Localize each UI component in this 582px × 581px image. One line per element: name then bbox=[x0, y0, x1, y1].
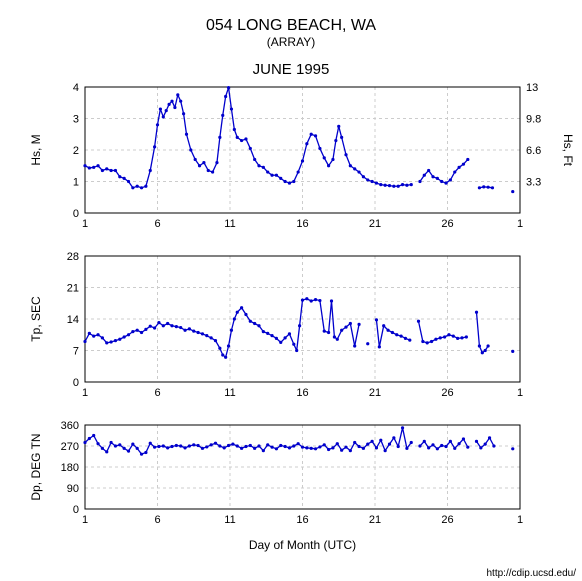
x-tick-label: 11 bbox=[224, 387, 235, 399]
x-tick-label: 26 bbox=[441, 218, 453, 230]
data-point bbox=[357, 323, 360, 326]
x-tick-label: 16 bbox=[296, 514, 308, 526]
data-point bbox=[492, 444, 495, 447]
data-segment bbox=[342, 137, 346, 154]
data-point bbox=[491, 186, 494, 189]
data-point bbox=[465, 335, 468, 338]
data-point bbox=[511, 190, 514, 193]
data-segment bbox=[187, 134, 191, 150]
data-segment bbox=[355, 324, 359, 346]
x-tick-label: 16 bbox=[296, 218, 308, 230]
data-point bbox=[466, 446, 469, 449]
y2-tick-label: 6.6 bbox=[526, 145, 541, 157]
data-point bbox=[511, 447, 514, 450]
y-tick-label: 2 bbox=[73, 145, 79, 157]
x-tick-label: 6 bbox=[154, 218, 160, 230]
data-segment bbox=[350, 324, 354, 347]
x-tick-label: 1 bbox=[82, 387, 88, 399]
data-segment bbox=[336, 126, 339, 140]
x-tick-label: 1 bbox=[517, 218, 523, 230]
x-tick-label: 16 bbox=[296, 387, 308, 399]
data-segment bbox=[229, 330, 232, 346]
data-segment bbox=[320, 301, 324, 332]
station-subtitle: (ARRAY) bbox=[267, 35, 315, 49]
data-point bbox=[487, 344, 490, 347]
data-segment bbox=[376, 320, 379, 347]
data-segment bbox=[346, 155, 350, 166]
data-segment bbox=[403, 428, 407, 449]
data-segment bbox=[316, 136, 320, 149]
data-segment bbox=[303, 144, 307, 161]
data-segment bbox=[146, 170, 150, 186]
data-point bbox=[408, 339, 411, 342]
data-segment bbox=[339, 126, 342, 137]
data-segment bbox=[184, 114, 187, 134]
y-tick-label: 28 bbox=[67, 251, 79, 263]
data-segment bbox=[181, 101, 184, 114]
y-axis-label: Tp, SEC bbox=[29, 296, 43, 342]
y-tick-label: 14 bbox=[67, 314, 79, 326]
y2-tick-label: 3.3 bbox=[526, 177, 541, 189]
y-tick-label: 0 bbox=[73, 208, 79, 220]
y-axis-label: Hs, M bbox=[29, 134, 43, 165]
data-segment bbox=[329, 301, 332, 333]
data-point bbox=[466, 158, 469, 161]
footer-url: http://cdip.ucsd.edu/ bbox=[486, 568, 576, 579]
y2-axis-label: Hs, Ft bbox=[561, 134, 575, 167]
y-tick-label: 7 bbox=[73, 346, 79, 358]
data-segment bbox=[231, 109, 234, 129]
y-tick-label: 180 bbox=[61, 462, 79, 474]
data-segment bbox=[477, 312, 480, 346]
x-tick-label: 11 bbox=[224, 218, 235, 230]
data-segment bbox=[297, 326, 300, 351]
x-tick-label: 11 bbox=[224, 514, 235, 526]
data-segment bbox=[298, 161, 302, 172]
data-point bbox=[410, 183, 413, 186]
y-tick-label: 270 bbox=[61, 441, 79, 453]
x-tick-label: 1 bbox=[517, 514, 523, 526]
data-segment bbox=[381, 440, 385, 451]
data-point bbox=[511, 350, 514, 353]
y-tick-label: 0 bbox=[73, 377, 79, 389]
x-tick-label: 21 bbox=[369, 387, 381, 399]
y-tick-label: 90 bbox=[67, 483, 79, 495]
y-tick-label: 4 bbox=[73, 82, 79, 94]
oceanographic-chart: 054 LONG BEACH, WA(ARRAY)JUNE 1995161116… bbox=[0, 0, 582, 581]
x-tick-label: 1 bbox=[82, 514, 88, 526]
data-segment bbox=[398, 428, 402, 447]
data-segment bbox=[289, 334, 293, 344]
data-segment bbox=[223, 96, 226, 115]
data-point bbox=[366, 342, 369, 345]
data-segment bbox=[226, 346, 229, 357]
period-title: JUNE 1995 bbox=[253, 61, 330, 78]
x-tick-label: 1 bbox=[517, 387, 523, 399]
x-tick-label: 26 bbox=[441, 387, 453, 399]
data-segment bbox=[231, 319, 234, 330]
y-tick-label: 21 bbox=[67, 283, 79, 295]
data-segment bbox=[175, 95, 178, 108]
y-tick-label: 3 bbox=[73, 114, 79, 126]
x-tick-label: 6 bbox=[154, 514, 160, 526]
data-point bbox=[410, 441, 413, 444]
y-tick-label: 360 bbox=[61, 420, 79, 432]
y2-tick-label: 13 bbox=[526, 82, 538, 94]
x-tick-label: 26 bbox=[441, 514, 453, 526]
y-axis-label: Dp, DEG TN bbox=[29, 433, 43, 500]
x-tick-label: 6 bbox=[154, 387, 160, 399]
x-axis-label: Day of Month (UTC) bbox=[249, 538, 356, 552]
y-tick-label: 1 bbox=[73, 177, 79, 189]
data-segment bbox=[419, 321, 423, 341]
station-title: 054 LONG BEACH, WA bbox=[206, 17, 376, 34]
x-tick-label: 21 bbox=[369, 218, 381, 230]
x-tick-label: 21 bbox=[369, 514, 381, 526]
data-segment bbox=[379, 326, 383, 347]
y-tick-label: 0 bbox=[73, 504, 79, 516]
y2-tick-label: 9.8 bbox=[526, 114, 541, 126]
data-segment bbox=[220, 115, 223, 137]
x-tick-label: 1 bbox=[82, 218, 88, 230]
